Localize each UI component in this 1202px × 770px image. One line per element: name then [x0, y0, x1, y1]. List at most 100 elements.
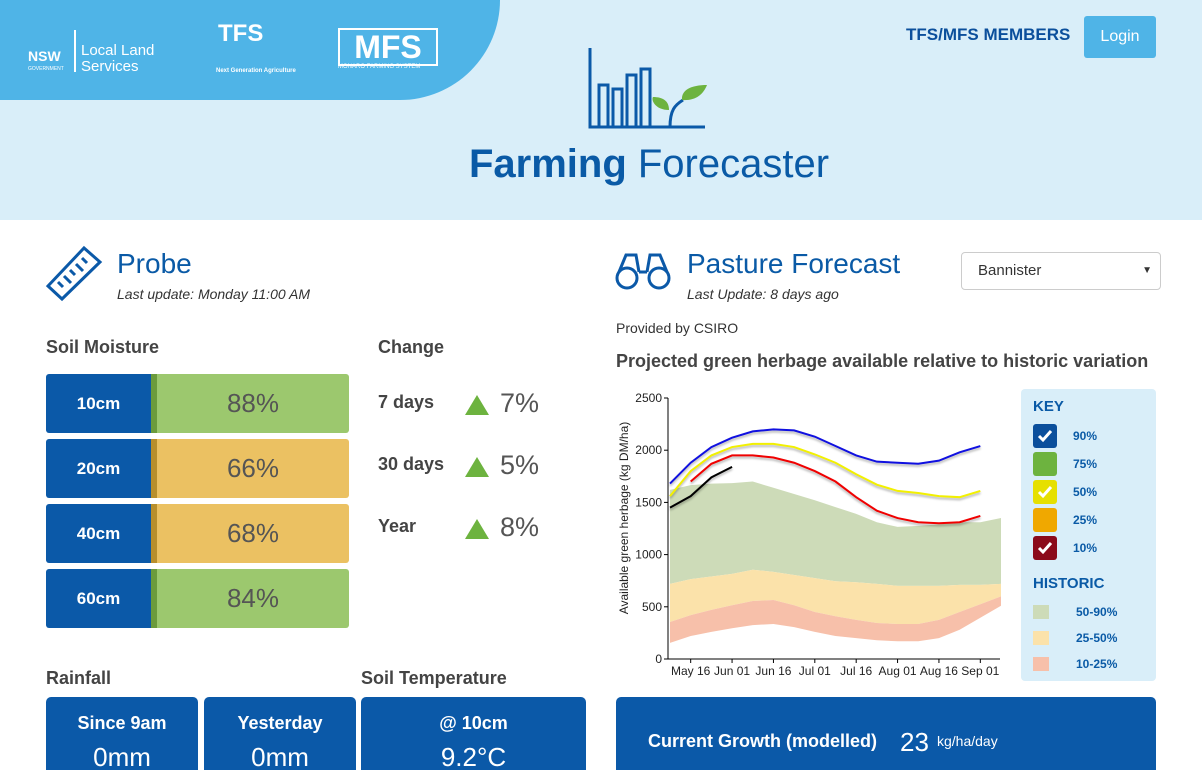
app-icon	[588, 48, 707, 129]
login-button[interactable]: Login	[1084, 16, 1156, 58]
rainfall-card: Since 9am 0mm	[46, 697, 198, 770]
change-period: 7 days	[378, 392, 435, 412]
lls-logo: Local Land Services	[81, 42, 155, 75]
moisture-strip	[151, 504, 157, 563]
card-label: Yesterday	[237, 713, 323, 733]
key-checkbox[interactable]	[1033, 480, 1057, 504]
moisture-value: 68%	[157, 504, 349, 563]
checkmark	[1037, 430, 1053, 443]
select-arrow: ▼	[1142, 265, 1152, 276]
growth-value: 23	[900, 727, 929, 757]
depth-label: 10cm	[46, 374, 151, 433]
card-value: 9.2°C	[440, 742, 507, 770]
historic-label: 50-90%	[1076, 605, 1118, 619]
ruler-icon	[45, 245, 103, 302]
historic-swatch	[1033, 605, 1049, 619]
growth-label: Current Growth (modelled)	[648, 731, 877, 751]
moisture-strip	[151, 374, 157, 433]
moisture-value: 88%	[157, 374, 349, 433]
title-bold: Farming	[468, 142, 627, 186]
historic-band	[670, 596, 1001, 643]
tfs-logo: TFS	[218, 20, 264, 47]
change-value: 8%	[500, 512, 540, 542]
location-select[interactable]: Bannister ▼	[961, 252, 1161, 290]
up-arrow	[465, 395, 489, 415]
chart: 0 500 1000 1500 2000 2500 May 16 Jun 01 Jun 16 Ju…	[617, 391, 1001, 678]
pasture-title: Pasture Forecast	[687, 248, 901, 279]
binoculars-icon	[615, 253, 671, 290]
key-label: 25%	[1073, 513, 1098, 527]
moisture-value: 66%	[157, 439, 349, 498]
key-checkbox[interactable]	[1033, 508, 1057, 532]
card-label: @ 10cm	[439, 713, 508, 733]
card-value: 0mm	[251, 742, 309, 770]
x-tick-label: Jun 16	[755, 664, 791, 678]
nsw-logo: NSW	[28, 48, 61, 64]
x-tick-label: Sep 01	[961, 664, 999, 678]
y-tick-label: 2000	[635, 443, 662, 457]
provider: Provided by CSIRO	[616, 320, 739, 336]
section-heading: Rainfall	[46, 668, 112, 688]
change-period: 30 days	[378, 454, 445, 474]
forecast-line	[669, 466, 733, 509]
y-tick-label: 0	[655, 652, 662, 666]
historic-title: HISTORIC	[1033, 575, 1105, 592]
divider	[74, 30, 76, 72]
key-label: 90%	[1073, 429, 1098, 443]
section-heading: Soil Moisture	[46, 337, 160, 357]
depth-label: 20cm	[46, 439, 151, 498]
historic-swatch	[1033, 631, 1049, 645]
key-label: 10%	[1073, 541, 1098, 555]
probe-title: Probe	[117, 248, 192, 279]
title-rest: Forecaster	[637, 142, 830, 186]
checkmark	[1037, 542, 1053, 555]
app-title: Farming Forecaster	[0, 142, 1202, 187]
tfs-sub: Next Generation Agriculture	[216, 68, 296, 74]
section-heading: Change	[378, 337, 445, 357]
key-checkbox[interactable]	[1033, 536, 1057, 560]
up-arrow	[465, 457, 489, 477]
key-checkbox[interactable]	[1033, 452, 1057, 476]
growth-unit: kg/ha/day	[937, 733, 998, 749]
probe-update: Last update: Monday 11:00 AM	[117, 286, 311, 302]
y-tick-label: 1500	[635, 495, 662, 509]
change-value: 5%	[500, 450, 540, 480]
section-heading: Soil Temperature	[361, 668, 507, 688]
key-checkbox[interactable]	[1033, 424, 1057, 448]
change-value: 7%	[500, 388, 540, 418]
forecast-line	[690, 454, 981, 525]
key-label: 75%	[1073, 457, 1098, 471]
moisture-strip	[151, 569, 157, 628]
soil-temp-card: @ 10cm 9.2°C	[361, 697, 586, 770]
x-tick-label: May 16	[671, 664, 711, 678]
members-link[interactable]: TFS/MFS MEMBERS	[906, 25, 1071, 44]
mfs-sub: MONARO FARMING SYSTEM	[338, 64, 421, 70]
mfs-logo: MFS	[338, 28, 438, 66]
historic-label: 10-25%	[1076, 657, 1118, 671]
y-tick-label: 1000	[635, 548, 662, 562]
historic-band	[670, 569, 1001, 625]
chart-title: Projected green herbage available relati…	[616, 351, 1149, 371]
forecast-line	[669, 442, 981, 499]
y-axis-label: Available green herbage (kg DM/ha)	[617, 422, 631, 615]
historic-swatch	[1033, 657, 1049, 671]
depth-label: 60cm	[46, 569, 151, 628]
pasture-update: Last Update: 8 days ago	[687, 286, 839, 302]
change-period: Year	[378, 516, 417, 536]
y-tick-label: 500	[642, 600, 662, 614]
forecast-line	[669, 428, 981, 485]
historic-label: 25-50%	[1076, 631, 1118, 645]
x-tick-label: Aug 16	[920, 664, 958, 678]
y-tick-label: 2500	[635, 391, 662, 405]
growth-card	[616, 697, 1156, 770]
x-tick-label: Aug 01	[879, 664, 917, 678]
card-value: 0mm	[93, 742, 151, 770]
rainfall-card: Yesterday 0mm	[204, 697, 356, 770]
card-label: Since 9am	[77, 713, 167, 733]
nsw-sub: GOVERNMENT	[28, 66, 64, 72]
up-arrow	[465, 519, 489, 539]
moisture-value: 84%	[157, 569, 349, 628]
moisture-strip	[151, 439, 157, 498]
depth-label: 40cm	[46, 504, 151, 563]
